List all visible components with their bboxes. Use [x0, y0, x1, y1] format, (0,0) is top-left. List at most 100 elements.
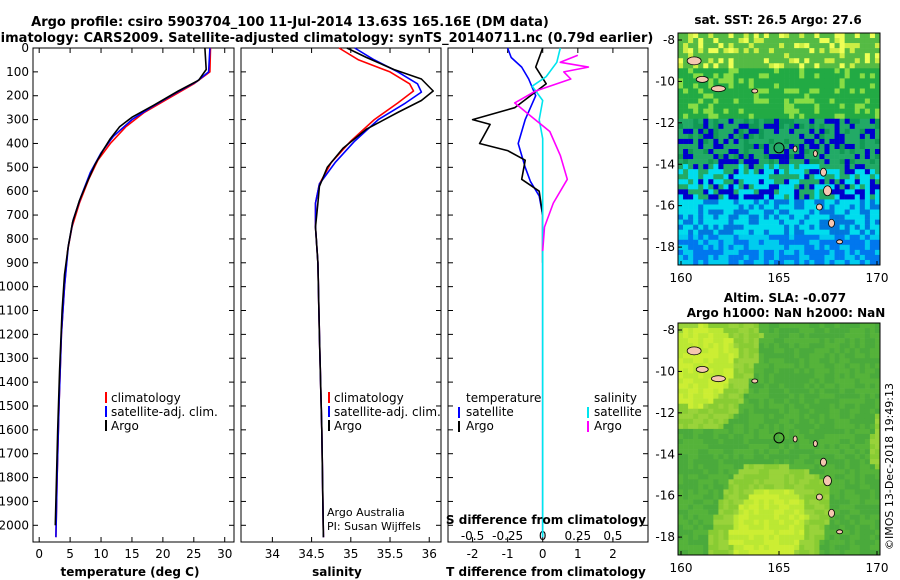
map-cell	[758, 363, 765, 369]
map-cell	[723, 138, 729, 145]
map-cell	[758, 48, 765, 54]
map-cell	[748, 509, 755, 515]
map-cell	[839, 428, 845, 435]
series-argo-line	[471, 47, 548, 263]
map-cell	[854, 383, 861, 389]
map-cell	[693, 323, 699, 329]
legend-label-climatology: climatology	[111, 391, 181, 405]
map-cell	[784, 398, 790, 404]
map-cell	[849, 489, 856, 495]
map-cell	[799, 338, 805, 344]
map-cell	[804, 154, 810, 160]
map-cell	[839, 393, 845, 399]
map-cell	[869, 519, 876, 526]
map-cell	[814, 88, 820, 94]
map-cell	[703, 199, 709, 205]
map-cell	[733, 159, 739, 165]
map-cell	[864, 33, 871, 39]
map-cell	[763, 254, 770, 261]
map-cell	[718, 398, 724, 404]
map-cell	[874, 199, 881, 205]
map-cell	[829, 209, 835, 215]
map-cell	[738, 348, 744, 354]
map-cell	[688, 169, 694, 175]
map-cell	[874, 133, 881, 140]
map-cell	[773, 138, 780, 145]
map-cell	[758, 98, 765, 104]
map-cell	[678, 383, 684, 389]
map-cell	[864, 48, 871, 54]
map-cell	[728, 489, 734, 495]
map-cell	[758, 93, 765, 99]
map-cell	[874, 214, 881, 220]
map-cell	[824, 398, 830, 404]
map-cell	[753, 524, 760, 531]
map-cell	[758, 133, 765, 140]
map-cell	[748, 534, 755, 541]
map-cell	[814, 499, 820, 505]
map-cell	[733, 209, 739, 215]
map-cell	[763, 204, 770, 210]
map-cell	[693, 68, 699, 74]
map-cell	[864, 368, 871, 374]
map-cell	[834, 63, 840, 69]
map-cell	[799, 78, 805, 84]
map-cell	[844, 73, 850, 79]
map-cell	[713, 408, 719, 415]
island-shape	[751, 378, 759, 384]
map-cell	[829, 149, 835, 155]
map-cell	[753, 53, 760, 59]
map-cell	[824, 459, 830, 465]
map-cell	[819, 113, 825, 120]
map-cell	[854, 494, 861, 500]
map-cell	[874, 428, 881, 435]
map-cell	[693, 184, 699, 190]
map-cell	[758, 338, 765, 344]
map-cell	[864, 373, 871, 379]
map-cell	[804, 93, 810, 99]
map-cell	[763, 509, 770, 515]
map-cell	[753, 529, 760, 536]
map-cell	[728, 474, 734, 480]
map-cell	[789, 229, 795, 236]
map-cell	[834, 484, 840, 490]
map-cell	[728, 433, 734, 440]
map-cell	[814, 433, 820, 440]
map-cell	[794, 544, 800, 551]
map-cell	[748, 108, 755, 114]
map-cell	[844, 514, 850, 520]
map-cell	[723, 53, 729, 59]
map-cell	[733, 373, 739, 379]
map-cell	[678, 388, 684, 394]
map-cell	[809, 413, 815, 420]
map-cell	[834, 504, 840, 510]
map-cell	[738, 214, 744, 220]
map-cell	[683, 323, 689, 329]
map-cell	[844, 184, 850, 190]
map-cell	[768, 428, 775, 435]
map-cell	[693, 418, 699, 425]
map-cell	[748, 128, 755, 135]
map-cell	[683, 118, 689, 125]
map-cell	[753, 259, 760, 266]
map-cell	[799, 423, 805, 430]
map-cell	[864, 499, 871, 505]
map-cell	[824, 373, 830, 379]
map-cell	[839, 368, 845, 374]
map-cell	[713, 214, 719, 220]
map-cell	[804, 454, 810, 460]
map-cell	[859, 393, 866, 399]
map-cell	[718, 63, 724, 69]
map-cell	[758, 418, 765, 425]
map-cell	[849, 484, 856, 490]
map-cell	[758, 484, 765, 490]
map-cell	[849, 454, 856, 460]
map-cell	[718, 479, 724, 485]
map-cell	[708, 358, 714, 364]
depth-tick-label: 1800	[0, 471, 29, 485]
map-cell	[733, 63, 739, 69]
map-cell	[839, 494, 845, 500]
map-cell	[763, 93, 770, 99]
map-cell	[794, 323, 800, 329]
map-cell	[849, 169, 856, 175]
